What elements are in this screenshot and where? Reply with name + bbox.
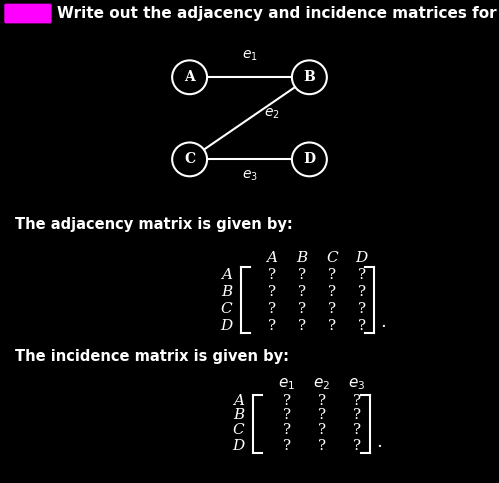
Text: B: B bbox=[233, 409, 245, 422]
Text: C: C bbox=[326, 252, 338, 265]
Text: B: B bbox=[296, 252, 307, 265]
Text: .: . bbox=[380, 313, 386, 331]
Text: ?: ? bbox=[328, 302, 336, 316]
Text: .: . bbox=[376, 433, 382, 451]
Text: ?: ? bbox=[353, 394, 361, 408]
Text: $e_2$: $e_2$ bbox=[264, 106, 280, 121]
Text: ?: ? bbox=[358, 302, 366, 316]
Text: ?: ? bbox=[283, 394, 291, 408]
Text: ?: ? bbox=[328, 269, 336, 282]
Circle shape bbox=[172, 142, 207, 176]
Text: ?: ? bbox=[353, 423, 361, 437]
Text: $e_{3}$: $e_{3}$ bbox=[348, 376, 365, 392]
Text: D: D bbox=[303, 153, 315, 166]
Text: A: A bbox=[221, 269, 232, 282]
Text: ?: ? bbox=[358, 269, 366, 282]
Text: C: C bbox=[221, 302, 232, 316]
Text: ?: ? bbox=[318, 409, 326, 422]
Text: B: B bbox=[221, 285, 232, 299]
Text: ?: ? bbox=[298, 302, 306, 316]
Text: The adjacency matrix is given by:: The adjacency matrix is given by: bbox=[15, 217, 293, 232]
Text: B: B bbox=[303, 71, 315, 84]
Text: $e_{1}$: $e_{1}$ bbox=[278, 376, 295, 392]
Text: The incidence matrix is given by:: The incidence matrix is given by: bbox=[15, 349, 289, 364]
Circle shape bbox=[172, 60, 207, 94]
Text: ?: ? bbox=[353, 409, 361, 422]
Text: D: D bbox=[356, 252, 368, 265]
Text: D: D bbox=[232, 439, 245, 453]
Text: C: C bbox=[184, 153, 195, 166]
Text: A: A bbox=[184, 71, 195, 84]
Text: ?: ? bbox=[268, 285, 276, 299]
Text: ?: ? bbox=[298, 319, 306, 333]
Text: Write out the adjacency and incidence matrices for the following graph.: Write out the adjacency and incidence ma… bbox=[57, 6, 499, 21]
Text: ?: ? bbox=[283, 409, 291, 422]
Text: ?: ? bbox=[268, 319, 276, 333]
Circle shape bbox=[292, 142, 327, 176]
Text: ?: ? bbox=[298, 269, 306, 282]
Text: ?: ? bbox=[318, 423, 326, 437]
Text: $e_3$: $e_3$ bbox=[242, 169, 257, 184]
Text: C: C bbox=[233, 423, 245, 437]
Text: ?: ? bbox=[298, 285, 306, 299]
FancyBboxPatch shape bbox=[5, 4, 51, 23]
Text: ?: ? bbox=[318, 439, 326, 453]
Text: ?: ? bbox=[283, 439, 291, 453]
Text: ?: ? bbox=[353, 439, 361, 453]
Text: ?: ? bbox=[328, 285, 336, 299]
Text: A: A bbox=[266, 252, 277, 265]
Text: ?: ? bbox=[268, 269, 276, 282]
Text: ?: ? bbox=[283, 423, 291, 437]
Circle shape bbox=[292, 60, 327, 94]
Text: $e_1$: $e_1$ bbox=[242, 48, 257, 63]
Text: ?: ? bbox=[358, 285, 366, 299]
Text: $e_{2}$: $e_{2}$ bbox=[313, 376, 330, 392]
Text: ?: ? bbox=[268, 302, 276, 316]
Text: ?: ? bbox=[318, 394, 326, 408]
Text: ?: ? bbox=[328, 319, 336, 333]
Text: ?: ? bbox=[358, 319, 366, 333]
Text: A: A bbox=[234, 394, 245, 408]
Text: D: D bbox=[220, 319, 232, 333]
